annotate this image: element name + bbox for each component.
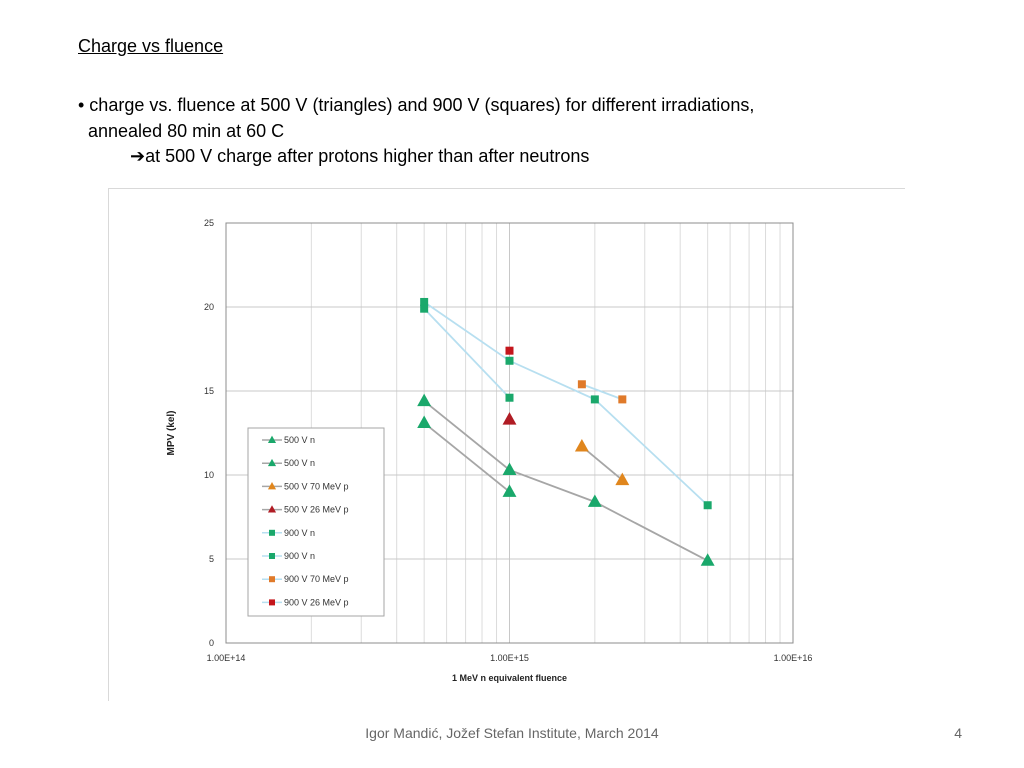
y-tick-label: 25	[204, 218, 214, 228]
chart: 0 5 10 15 20 25 1.00E+14 1.00E+15 1.00E+16 1 MeV …	[166, 218, 813, 683]
legend-marker	[269, 553, 275, 559]
data-point	[417, 393, 432, 407]
y-tick-label: 20	[204, 302, 214, 312]
legend-label: 500 V 70 MeV p	[284, 481, 349, 491]
legend-marker	[269, 529, 275, 536]
legend-label: 900 V n	[284, 528, 315, 538]
data-point	[505, 356, 514, 365]
conclusion-line: ➔at 500 V charge after protons higher th…	[130, 145, 589, 167]
legend-label: 500 V 26 MeV p	[284, 505, 349, 515]
data-point	[590, 395, 599, 404]
series-line	[423, 308, 511, 399]
data-point	[574, 439, 589, 452]
right-arrow-icon: ➔	[130, 146, 146, 166]
data-point	[502, 484, 517, 497]
data-point	[502, 412, 517, 425]
series-line	[581, 445, 623, 481]
legend-label: 900 V n	[284, 551, 315, 561]
series-line	[423, 422, 511, 493]
conclusion-text: at 500 V charge after protons higher tha…	[145, 146, 590, 166]
legend-label: 900 V 26 MeV p	[284, 597, 349, 607]
series-line	[581, 383, 623, 401]
slide-title: Charge vs fluence	[78, 36, 224, 56]
legend-marker	[269, 576, 275, 583]
y-axis-label: MPV (kel)	[166, 410, 177, 455]
plot-area-border	[225, 222, 794, 644]
legend-marker	[267, 482, 277, 490]
data-point	[420, 297, 429, 306]
bullet-line-2: annealed 80 min at 60 C	[88, 121, 285, 141]
data-point	[618, 395, 627, 404]
legend-label: 500 V n	[284, 435, 315, 445]
legend-box	[247, 427, 385, 617]
data-point	[577, 380, 586, 389]
chart-frame	[108, 188, 905, 701]
bullet-line-1: • charge vs. fluence at 500 V (triangles…	[78, 95, 755, 115]
data-point	[505, 346, 514, 355]
x-tick-label: 1.00E+16	[774, 653, 813, 663]
data-point	[505, 393, 514, 402]
y-tick-label: 0	[209, 638, 214, 648]
bullet-text: • charge vs. fluence at 500 V (triangles…	[78, 92, 754, 144]
series-line	[423, 301, 709, 506]
x-tick-label: 1.00E+15	[490, 653, 529, 663]
series-line	[423, 400, 709, 562]
legend-label: 500 V n	[284, 458, 315, 468]
data-point	[587, 494, 602, 507]
y-tick-label: 15	[204, 386, 214, 396]
legend-marker	[267, 458, 277, 467]
x-axis-label: 1 MeV n equivalent fluence	[452, 673, 567, 683]
data-point	[420, 304, 429, 313]
footer-text: Igor Mandić, Jožef Stefan Institute, Mar…	[365, 725, 659, 741]
x-tick-label: 1.00E+14	[207, 653, 246, 663]
legend-marker	[267, 505, 277, 513]
data-point	[417, 415, 432, 428]
data-point	[502, 462, 517, 475]
y-tick-label: 5	[209, 554, 214, 564]
data-point	[703, 501, 712, 510]
legend-label: 900 V 70 MeV p	[284, 574, 349, 584]
y-tick-label: 10	[204, 470, 214, 480]
page-number: 4	[954, 725, 962, 741]
legend-marker	[269, 599, 275, 606]
data-point	[615, 472, 630, 486]
data-point	[700, 553, 715, 566]
legend-marker	[267, 435, 277, 443]
